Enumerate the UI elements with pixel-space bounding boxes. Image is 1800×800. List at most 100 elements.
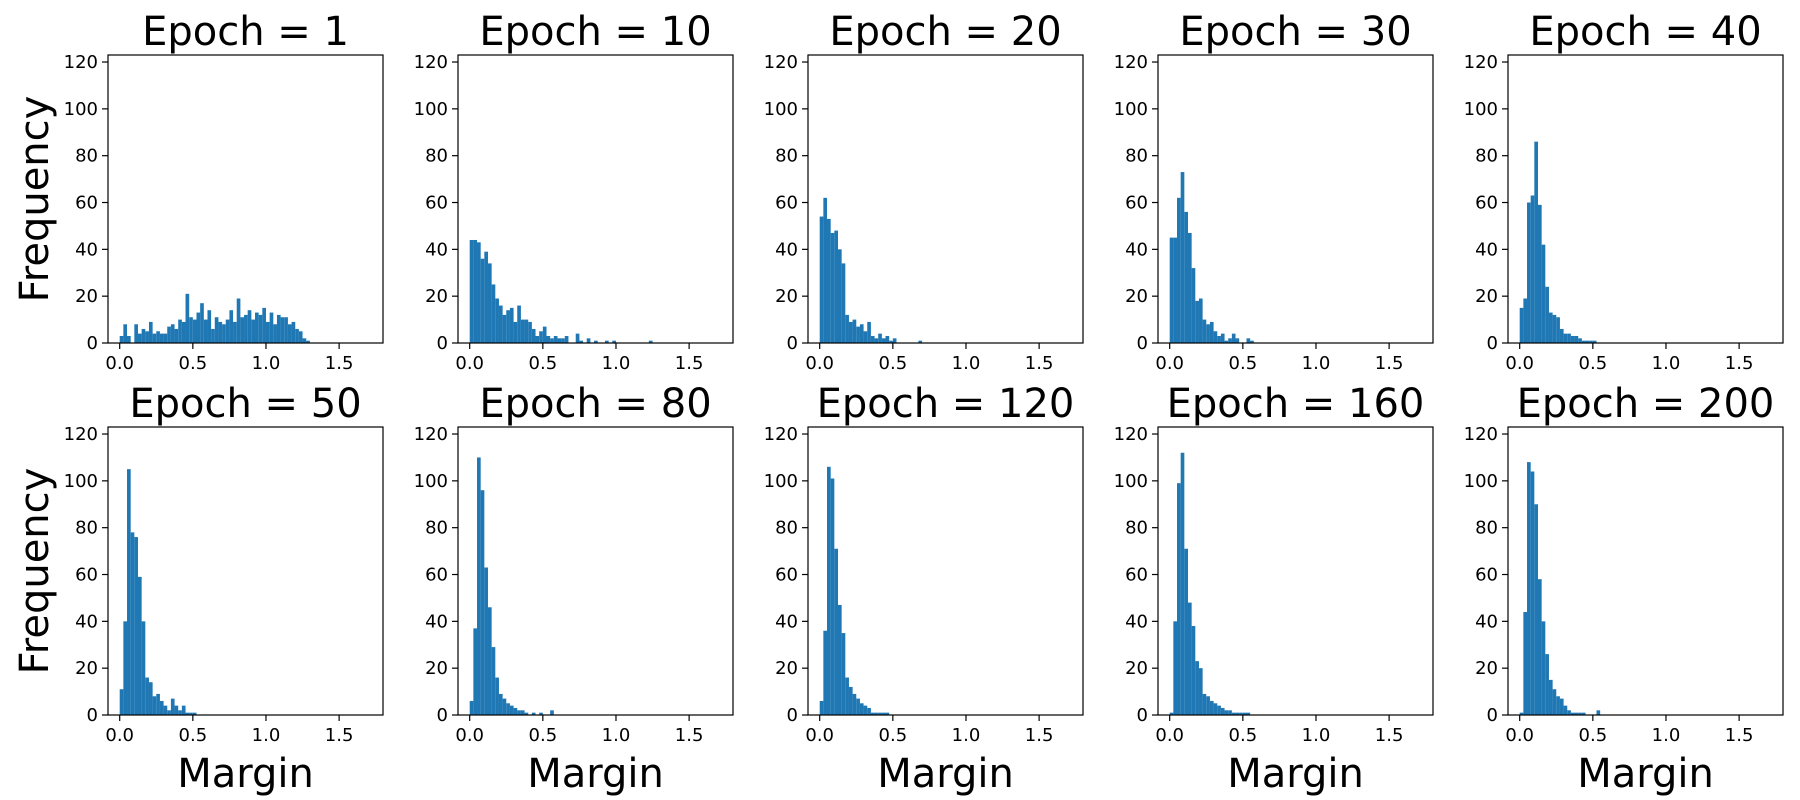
histogram-bar — [1541, 244, 1546, 343]
histogram-bar — [298, 331, 303, 343]
histogram-bar — [1235, 712, 1240, 715]
histogram-bar — [870, 335, 875, 343]
histogram-bar — [1191, 268, 1196, 343]
histogram-bar — [892, 338, 897, 343]
y-tick-label: 120 — [764, 424, 798, 445]
x-tick-label: 1.0 — [1652, 353, 1681, 374]
histogram-bar — [491, 647, 496, 715]
histogram-bar — [1184, 548, 1188, 715]
x-tick-label: 0.5 — [1229, 353, 1258, 374]
histogram-bar — [477, 457, 481, 715]
histogram-bar — [1250, 340, 1254, 343]
y-tick-label: 0 — [1137, 333, 1148, 354]
histogram-panel: 0.0 0.5 1.0 1.5 0 20 40 60 80 100 120 Epoch = 40 — [1464, 9, 1784, 374]
histogram-bar — [848, 686, 853, 715]
y-tick-label: 40 — [75, 239, 98, 260]
chart-title: Epoch = 30 — [1179, 9, 1411, 55]
x-tick-label: 1.0 — [602, 353, 631, 374]
histogram-bar — [878, 712, 882, 715]
histogram-bar — [520, 319, 525, 343]
histogram-bar — [284, 317, 288, 343]
histogram-bar — [181, 321, 186, 343]
x-tick-label: 0.5 — [179, 353, 208, 374]
histogram-bar — [1574, 712, 1579, 715]
histogram-bar — [612, 340, 616, 343]
histogram-bar — [845, 314, 849, 343]
histogram-bar — [575, 333, 580, 343]
x-tick-label: 0.0 — [1155, 725, 1184, 746]
y-tick-label: 60 — [775, 565, 798, 586]
histogram-bar — [531, 328, 536, 343]
histogram-bar — [1213, 331, 1218, 343]
x-axis-label: Margin — [1227, 751, 1364, 797]
y-tick-label: 100 — [414, 471, 448, 492]
histogram-bar — [1195, 300, 1199, 343]
histogram-bar — [148, 321, 153, 343]
histogram-bar — [1563, 705, 1568, 715]
x-tick-label: 0.0 — [1505, 353, 1534, 374]
y-tick-label: 40 — [775, 239, 798, 260]
histogram-bar — [269, 312, 274, 343]
y-tick-label: 20 — [1125, 658, 1148, 679]
chart-title: Epoch = 50 — [129, 381, 361, 427]
histogram-bar — [156, 331, 160, 343]
histogram-bar — [1559, 328, 1564, 343]
y-tick-label: 120 — [1464, 424, 1498, 445]
histogram-bar — [218, 321, 223, 343]
histogram-bar — [148, 682, 153, 715]
y-tick-label: 0 — [1137, 705, 1148, 726]
histogram-bar — [1231, 712, 1236, 715]
histogram-bar — [550, 338, 554, 343]
y-tick-label: 80 — [1125, 146, 1148, 167]
histogram-bar — [859, 703, 864, 715]
histogram-bar — [123, 621, 128, 715]
y-tick-label: 40 — [1475, 611, 1498, 632]
histogram-bar — [181, 705, 186, 715]
histogram-bar — [1523, 298, 1528, 343]
histogram-bar — [823, 197, 828, 343]
histogram-bar — [1169, 237, 1174, 343]
histogram-bar — [229, 310, 234, 343]
x-tick-label: 0.5 — [1579, 353, 1608, 374]
histogram-bar — [1169, 712, 1174, 715]
y-axis-label: Frequency — [12, 96, 58, 303]
histogram-bar — [1217, 335, 1221, 343]
histogram-bar — [280, 317, 285, 343]
chart-title: Epoch = 1 — [142, 9, 349, 55]
histogram-bar — [1578, 338, 1582, 343]
y-tick-label: 20 — [425, 658, 448, 679]
histogram-bar — [885, 712, 890, 715]
chart-title: Epoch = 20 — [829, 9, 1061, 55]
histogram-bar — [564, 335, 569, 343]
histogram-bar — [1519, 712, 1524, 715]
histogram-bar — [469, 700, 474, 715]
x-axis-label: Margin — [877, 751, 1014, 797]
histogram-bar — [487, 263, 492, 343]
x-tick-label: 0.5 — [879, 353, 908, 374]
histogram-bar — [885, 335, 890, 343]
y-tick-label: 60 — [1125, 565, 1148, 586]
x-tick-label: 1.0 — [952, 725, 981, 746]
y-tick-label: 60 — [1125, 193, 1148, 214]
y-tick-label: 60 — [1475, 193, 1498, 214]
histogram-bar — [141, 621, 146, 715]
y-tick-label: 80 — [75, 146, 98, 167]
histogram-bar — [517, 305, 521, 343]
x-tick-label: 1.0 — [1302, 725, 1331, 746]
x-tick-label: 0.0 — [455, 725, 484, 746]
x-tick-label: 0.5 — [879, 725, 908, 746]
x-tick-label: 1.5 — [1725, 353, 1754, 374]
histogram-bar — [119, 689, 124, 715]
histogram-bar — [1519, 307, 1524, 343]
x-tick-label: 0.0 — [1155, 353, 1184, 374]
histogram-bar — [1202, 319, 1207, 343]
histogram-bar — [123, 324, 128, 343]
histogram-bar — [1246, 338, 1251, 343]
y-tick-label: 60 — [425, 565, 448, 586]
histogram-bar — [291, 321, 296, 343]
y-tick-label: 0 — [787, 333, 798, 354]
histogram-bar — [918, 340, 923, 343]
histogram-bar — [178, 710, 182, 715]
plot-frame — [107, 426, 384, 716]
histogram-bar — [1523, 611, 1528, 715]
